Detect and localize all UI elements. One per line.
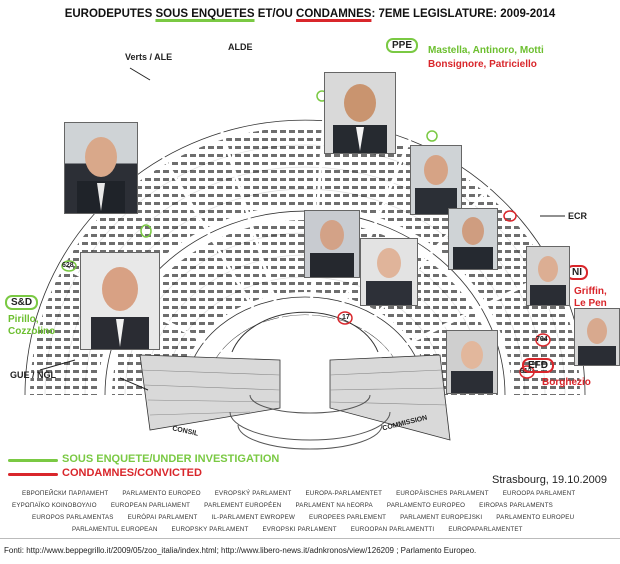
seat-highlight-green-left — [140, 224, 152, 238]
parliament-names-row-3: EUROPOS PARLAMENTAS EURÓPAI PARLAMENT IL… — [32, 514, 612, 526]
parliament-names-row-4: PARLAMENTUL EUROPEAN EURÓPSKY PARLAMENT … — [72, 526, 612, 536]
group-label-ppe: PPE — [386, 38, 419, 53]
parliament-name: ΕΥΡΩΠΑΪΚΟ ΚΟΙΝΟΒΟΥΛΙΟ — [12, 502, 97, 509]
portrait-photo-6 — [360, 238, 418, 306]
title-part-1: EURODEPUTES — [64, 8, 156, 20]
legend-convicted-swatch — [8, 473, 58, 476]
seat-highlight-red-17 — [337, 311, 353, 325]
title-part-5: : 7EME LEGISLATURE: 2009-2014 — [371, 8, 556, 20]
parliament-name: PARLEMENT EUROPÉEN — [204, 502, 282, 509]
parliament-name: ЕВРОПЕЙСКИ ПАРЛАМЕНТ — [22, 490, 109, 497]
title-convicted: CONDAMNES — [296, 8, 372, 20]
ppe-convicted-names: Bonsignore, Patriciello — [428, 59, 537, 70]
group-label-gue-ngl: GUE / NGL — [10, 370, 57, 380]
source-footnote: Fonti: http://www.beppegrillo.it/2009/05… — [4, 546, 477, 555]
portrait-photo-7 — [448, 208, 498, 270]
group-label-alde: ALDE — [228, 42, 253, 52]
council-seats — [139, 354, 281, 431]
title-under-investigation: SOUS ENQUETES — [155, 8, 255, 20]
seat-highlight-red-ecr — [503, 210, 517, 222]
parliament-name: PARLAMENTUL EUROPEAN — [72, 526, 158, 533]
parliament-name: PARLAMENTO EUROPEO — [122, 490, 201, 497]
seat-number-628: 628 — [62, 262, 74, 269]
place-and-date: Strasbourg, 19.10.2009 — [492, 474, 607, 486]
parliament-name: EUROPAPARLAMENTET — [448, 526, 523, 533]
group-label-sd: S&D — [5, 295, 39, 310]
seat-number-17: 17 — [342, 314, 350, 321]
seat-ring-9 — [184, 296, 426, 396]
seat-highlight-green-628 — [61, 260, 77, 272]
parliament-name: PARLAMENTO EUROPEO — [386, 502, 466, 509]
seat-number-704: 704 — [536, 336, 548, 343]
parliament-name: EUROPA-PARLAMENTET — [305, 490, 383, 497]
parliament-name: EUROPÄISCHES PARLAMENT — [396, 490, 489, 497]
parliament-name: EURÓPSKY PARLAMENT — [171, 526, 249, 533]
group-label-efd: EFD — [522, 358, 554, 373]
seat-highlight-green-right — [426, 130, 438, 142]
title-part-3: ET/OU — [254, 8, 297, 20]
efd-convicted-name: Borghezio — [542, 377, 591, 388]
parliament-name: EVROPSKI PARLAMENT — [262, 526, 337, 533]
legend-convicted-label: CONDAMNES/CONVICTED — [62, 467, 202, 479]
portrait-photo-3 — [324, 72, 396, 154]
parliament-name: EUROOPA PARLAMENT — [502, 490, 576, 497]
group-label-verts-ale: Verts / ALE — [125, 52, 173, 62]
parliament-names-row-2: ΕΥΡΩΠΑΪΚΟ ΚΟΙΝΟΒΟΥΛΙΟ EUROPEAN PARLIAMEN… — [12, 502, 612, 514]
legend-investigation-label: SOUS ENQUETE/UNDER INVESTIGATION — [62, 453, 280, 465]
parliament-name: EURÓPAI PARLAMENT — [127, 514, 198, 521]
ni-convicted-name-1: Griffin, — [574, 286, 607, 297]
parliament-name: EUROOPAN PARLAMENTTI — [350, 526, 435, 533]
portrait-photo-1 — [64, 122, 138, 214]
parliament-name: EUROPEAN PARLIAMENT — [110, 502, 191, 509]
parliament-names-row-1: ЕВРОПЕЙСКИ ПАРЛАМЕНТ PARLAMENTO EUROPEO … — [22, 490, 612, 502]
portrait-photo-9 — [574, 308, 620, 366]
seat-highlight-red-704 — [535, 333, 551, 347]
parliament-name: IL-PARLAMENT EWROPEW — [211, 514, 296, 521]
parliament-name: PARLAMENTO EUROPEU — [496, 514, 575, 521]
sd-investigated-name-1: Pirillo, — [8, 314, 39, 325]
portrait-photo-2 — [80, 252, 160, 350]
portrait-photo-4 — [410, 145, 462, 215]
page-title: EURODEPUTES SOUS ENQUETES ET/OU CONDAMNE… — [0, 8, 620, 20]
portrait-photo-8 — [526, 246, 570, 306]
ni-convicted-name-2: Le Pen — [574, 298, 607, 309]
legend-investigation-swatch — [8, 459, 58, 462]
parliament-names-block: ЕВРОПЕЙСКИ ПАРЛАМЕНТ PARLAMENTO EUROPEO … — [12, 490, 612, 536]
portrait-photo-5 — [304, 210, 360, 278]
parliament-name: EVROPSKÝ PARLAMENT — [214, 490, 292, 497]
parliament-name: PARLAMENT EUROPEJSKI — [400, 514, 483, 521]
commission-seats — [329, 354, 451, 441]
parliament-name: EUROPEES PARLEMENT — [309, 514, 387, 521]
sd-investigated-name-2: Cozzolino — [8, 326, 56, 337]
ppe-investigated-names: Mastella, Antinoro, Motti — [428, 45, 544, 56]
parliament-name: EIROPAS PARLAMENTS — [479, 502, 554, 509]
footer-divider — [0, 538, 620, 539]
portrait-photo-10 — [446, 330, 498, 394]
parliament-name: EUROPOS PARLAMENTAS — [32, 514, 114, 521]
group-label-ecr: ECR — [568, 211, 588, 221]
parliament-name: PARLAMENT NA hEORPA — [295, 502, 373, 509]
